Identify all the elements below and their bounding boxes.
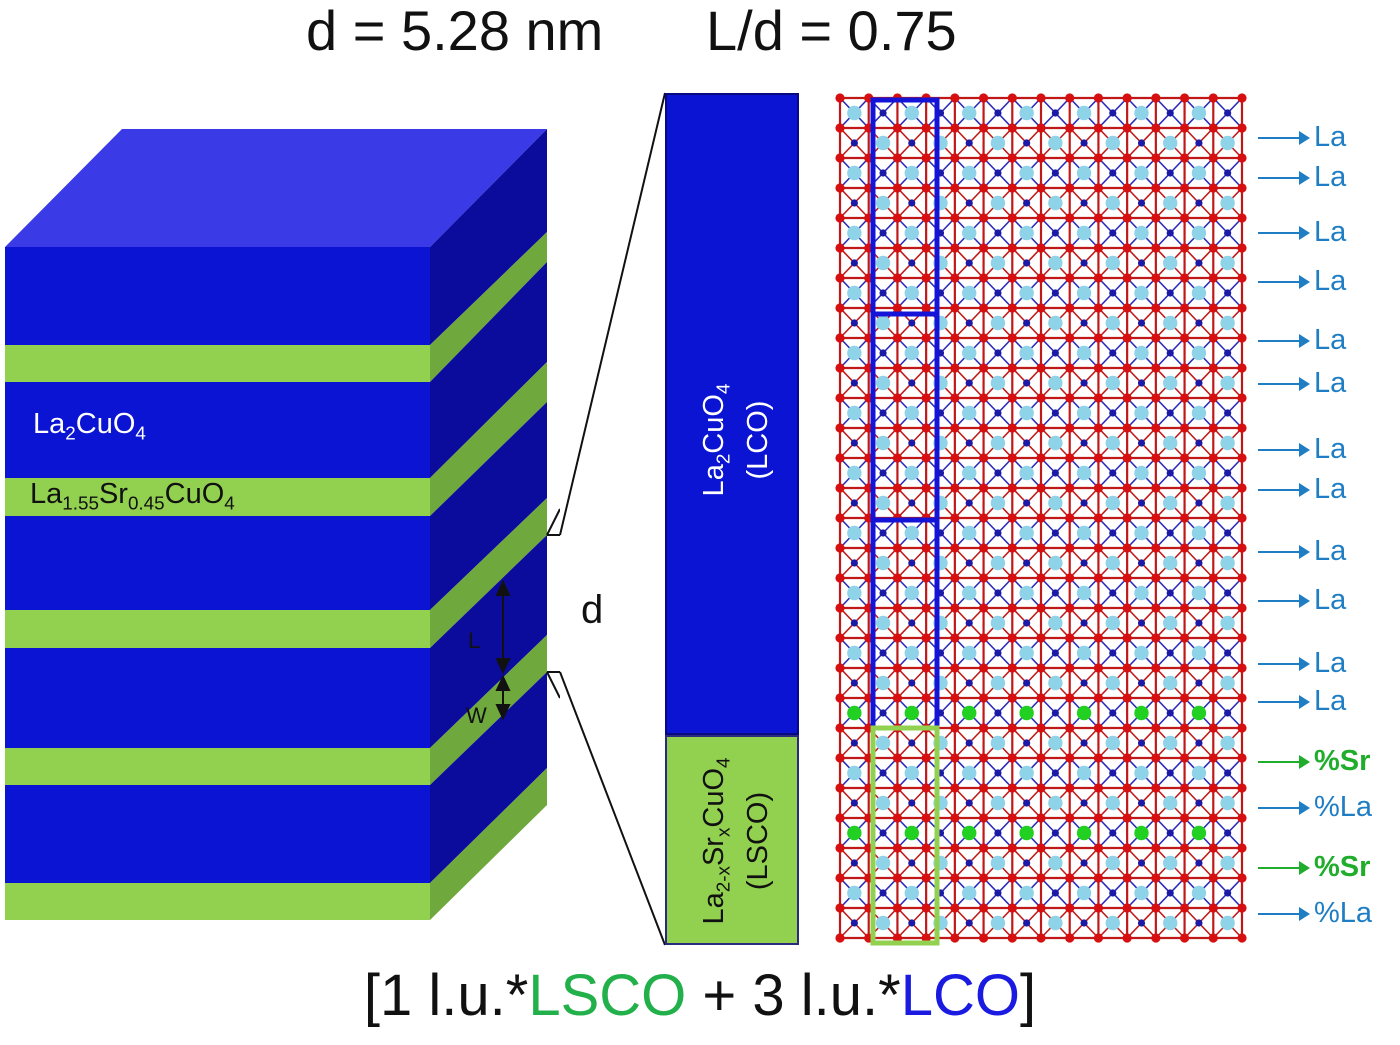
side-label-1: La bbox=[1258, 161, 1346, 194]
zoom-line-top bbox=[546, 508, 560, 536]
arrow-right-icon bbox=[1258, 860, 1310, 875]
arrow-right-icon bbox=[1258, 593, 1310, 608]
arrow-right-icon bbox=[1258, 544, 1310, 559]
side-label-text: La bbox=[1314, 433, 1347, 465]
stacking-formula: [1 l.u.*LSCO + 3 l.u.*LCO] bbox=[363, 963, 1037, 1028]
side-label-text: %La bbox=[1314, 791, 1373, 823]
arrow-right-icon bbox=[1258, 130, 1310, 145]
side-label-text: La bbox=[1314, 216, 1347, 248]
side-label-text: La bbox=[1314, 121, 1347, 153]
zoom-lsco-block bbox=[665, 735, 799, 945]
arrow-right-icon bbox=[1258, 906, 1310, 921]
side-label-text: La bbox=[1314, 685, 1347, 717]
side-label-4: La bbox=[1258, 324, 1346, 357]
arrow-right-icon bbox=[1258, 442, 1310, 457]
zoom-lsco-label: La2-xSrxCuO4 (LSCO) bbox=[698, 757, 774, 925]
dim-d-label: d bbox=[581, 588, 604, 632]
arrow-right-icon bbox=[1258, 170, 1310, 185]
side-label-6: La bbox=[1258, 433, 1346, 466]
stack-side-face bbox=[430, 129, 547, 920]
arrow-right-icon bbox=[1258, 482, 1310, 497]
side-label-8: La bbox=[1258, 535, 1346, 568]
header-d-label: d = 5.28 nm bbox=[306, 0, 604, 62]
zoom-connectors bbox=[559, 92, 666, 946]
side-label-7: La bbox=[1258, 473, 1346, 506]
side-label-text: La bbox=[1314, 535, 1347, 567]
stack-lco-label: La2CuO4 bbox=[33, 408, 146, 444]
side-label-3: La bbox=[1258, 265, 1346, 298]
crystal-lattice bbox=[835, 93, 1247, 946]
dimension-markers bbox=[495, 534, 560, 721]
side-label-10: La bbox=[1258, 647, 1346, 680]
superlattice-stack bbox=[5, 129, 560, 920]
side-label-11: La bbox=[1258, 685, 1346, 718]
zoom-lco-label: La2CuO4 (LCO) bbox=[698, 383, 774, 497]
side-label-text: La bbox=[1314, 647, 1347, 679]
arrow-right-icon bbox=[1258, 274, 1310, 289]
arrow-right-icon bbox=[1258, 333, 1310, 348]
side-label-text: La bbox=[1314, 161, 1347, 193]
dim-L-label: L bbox=[468, 628, 481, 653]
side-label-15: %La bbox=[1258, 897, 1372, 930]
side-label-2: La bbox=[1258, 216, 1346, 249]
side-label-0: La bbox=[1258, 121, 1346, 154]
zoom-lco-block bbox=[665, 93, 799, 735]
zoom-line-bottom bbox=[546, 671, 560, 699]
arrow-right-icon bbox=[1258, 800, 1310, 815]
side-label-text: La bbox=[1314, 367, 1347, 399]
side-label-13: %La bbox=[1258, 791, 1372, 824]
stack-lsco-label: La1.55Sr0.45CuO4 bbox=[30, 478, 235, 514]
stack-top-face bbox=[5, 129, 547, 247]
side-label-9: La bbox=[1258, 584, 1346, 617]
arrow-right-icon bbox=[1258, 694, 1310, 709]
side-label-12: %Sr bbox=[1258, 745, 1370, 778]
dim-W-label: W bbox=[466, 703, 487, 728]
side-label-14: %Sr bbox=[1258, 851, 1370, 884]
side-label-text: %Sr bbox=[1314, 851, 1371, 883]
side-label-text: La bbox=[1314, 584, 1347, 616]
side-label-text: La bbox=[1314, 324, 1347, 356]
side-label-5: La bbox=[1258, 367, 1346, 400]
side-label-text: La bbox=[1314, 265, 1347, 297]
stack-front-face bbox=[5, 247, 430, 920]
side-label-text: La bbox=[1314, 473, 1347, 505]
arrow-right-icon bbox=[1258, 225, 1310, 240]
arrow-right-icon bbox=[1258, 754, 1310, 769]
side-label-text: %La bbox=[1314, 897, 1373, 929]
arrow-right-icon bbox=[1258, 376, 1310, 391]
header-ratio-label: L/d = 0.75 bbox=[706, 0, 957, 62]
arrow-right-icon bbox=[1258, 656, 1310, 671]
side-label-text: %Sr bbox=[1314, 745, 1371, 777]
